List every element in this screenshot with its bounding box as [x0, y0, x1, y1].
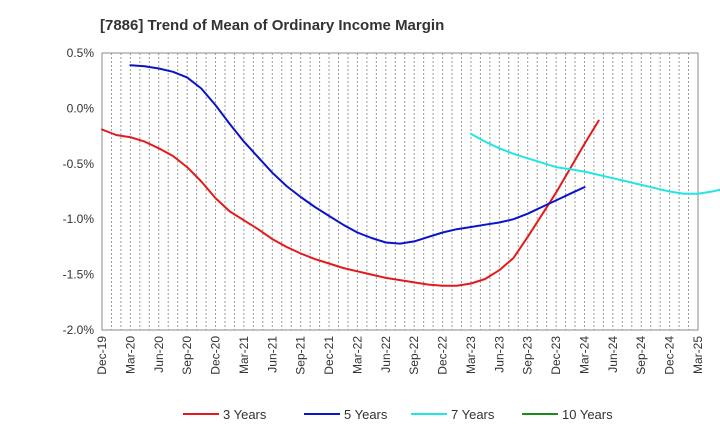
x-tick-label: Mar-20 [123, 336, 137, 374]
y-tick-label: -1.5% [63, 268, 95, 282]
y-tick-label: -2.0% [63, 323, 95, 337]
x-tick-label: Sep-20 [180, 336, 194, 375]
legend-label: 7 Years [451, 407, 495, 422]
x-tick-label: Mar-23 [464, 336, 478, 374]
x-tick-label: Sep-24 [634, 336, 648, 375]
x-tick-label: Sep-23 [521, 336, 535, 375]
legend-label: 3 Years [223, 407, 267, 422]
series-line-3-years [101, 119, 600, 287]
x-tick-label: Dec-21 [322, 336, 336, 375]
series-lines [101, 64, 720, 287]
legend-label: 10 Years [562, 407, 613, 422]
x-tick-label: Jun-20 [152, 336, 166, 373]
x-tick-label: Jun-23 [492, 336, 506, 373]
chart-title: [7886] Trend of Mean of Ordinary Income … [100, 17, 444, 34]
y-tick-label: -0.5% [63, 157, 95, 171]
legend: 3 Years 5 Years 7 Years 10 Years [183, 407, 613, 422]
x-tick-label: Mar-24 [577, 336, 591, 374]
y-tick-label: -1.0% [63, 212, 95, 226]
x-tick-label: Jun-24 [606, 336, 620, 373]
x-tick-label: Dec-22 [436, 336, 450, 375]
x-tick-label: Sep-22 [407, 336, 421, 375]
plot-area [101, 52, 699, 331]
x-tick-label: Jun-21 [265, 336, 279, 373]
y-tick-label: 0.0% [67, 101, 95, 115]
x-tick-label: Sep-21 [294, 336, 308, 375]
x-tick-label: Dec-20 [209, 336, 223, 375]
series-line-7-years [470, 132, 720, 195]
y-axis: 0.5% 0.0% -0.5% -1.0% -1.5% -2.0% [63, 46, 95, 337]
x-tick-label: Jun-22 [379, 336, 393, 373]
grid [110, 53, 690, 330]
x-tick-label: Dec-24 [663, 336, 677, 375]
x-tick-label: Mar-22 [350, 336, 364, 374]
x-tick-label: Dec-23 [549, 336, 563, 375]
x-tick-label: Mar-21 [237, 336, 251, 374]
legend-label: 5 Years [344, 407, 388, 422]
y-tick-label: 0.5% [67, 46, 95, 60]
series-line-5-years [129, 64, 586, 245]
x-tick-label: Dec-19 [95, 336, 109, 375]
x-tick-label: Mar-25 [691, 336, 705, 374]
x-axis: Dec-19 Mar-20 Jun-20 Sep-20 Dec-20 Mar-21 Jun-… [95, 336, 705, 375]
